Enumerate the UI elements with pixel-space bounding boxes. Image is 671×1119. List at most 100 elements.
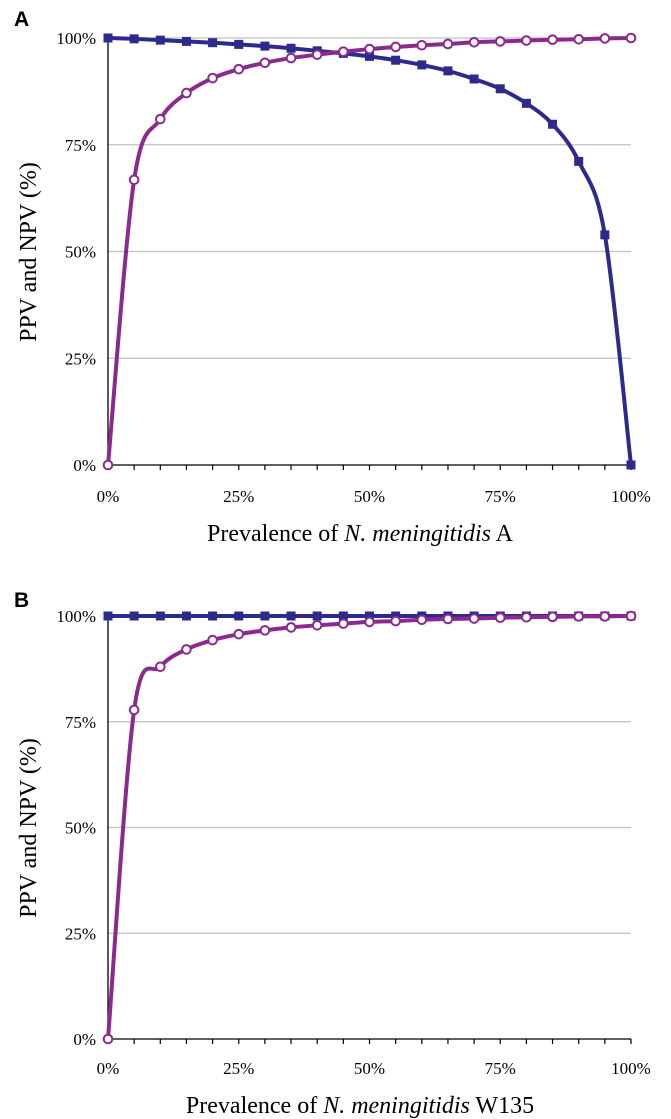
data-point <box>208 38 218 48</box>
panel-a: A 0% 25% 50% 75% 100% 0% 25% 50% 75% 100% PPV and… <box>14 8 651 547</box>
y-tick-label: 50% <box>65 243 96 262</box>
data-point <box>311 620 323 631</box>
data-point <box>260 611 270 621</box>
data-point <box>103 33 113 43</box>
data-point <box>285 622 297 633</box>
data-point <box>233 628 245 640</box>
data-point <box>547 611 558 623</box>
x-axis-title: Prevalence of N. meningitidis W135 <box>186 1093 534 1119</box>
data-point <box>338 618 349 629</box>
data-point <box>259 57 271 69</box>
data-point <box>312 611 322 621</box>
x-axis-title-prefix: Prevalence of <box>186 1093 323 1119</box>
data-point <box>155 661 166 673</box>
data-point <box>129 611 139 621</box>
series-circle-markers <box>102 610 637 1045</box>
data-point <box>521 35 532 46</box>
data-point <box>102 459 114 471</box>
x-axis-title: Prevalence of N. meningitidis A <box>207 521 514 547</box>
data-point <box>416 39 428 51</box>
data-point <box>599 33 611 44</box>
y-tick-label: 100% <box>56 29 96 48</box>
data-point <box>521 611 532 623</box>
series-line <box>106 36 633 467</box>
data-point <box>494 36 506 47</box>
data-point <box>129 34 139 44</box>
data-point <box>234 611 244 621</box>
data-point <box>495 84 505 94</box>
x-tick-label: 25% <box>223 487 254 506</box>
data-point <box>181 611 191 621</box>
data-point <box>208 611 218 621</box>
series-square-markers <box>103 33 636 470</box>
x-tick-label: 100% <box>611 487 651 506</box>
data-point <box>365 51 374 61</box>
x-tick-label: 0% <box>97 487 120 506</box>
data-point <box>286 43 296 53</box>
data-point <box>128 704 140 716</box>
data-point <box>573 611 585 622</box>
data-point <box>233 63 245 75</box>
x-tick-label: 50% <box>354 487 385 506</box>
data-point <box>285 52 297 64</box>
y-axis-title: PPV and NPV (%) <box>16 162 42 342</box>
data-point <box>234 39 244 49</box>
data-point <box>442 38 454 50</box>
data-point <box>311 49 323 60</box>
data-point <box>181 87 192 99</box>
y-tick-label: 50% <box>65 819 96 838</box>
x-axis-title-italic: N. meningitidis <box>343 521 491 547</box>
data-point <box>259 625 271 636</box>
x-tick-label: 50% <box>354 1059 385 1078</box>
data-point <box>338 46 349 57</box>
data-point <box>600 230 610 240</box>
data-point <box>286 611 296 621</box>
data-point <box>103 611 113 621</box>
data-point <box>626 460 636 470</box>
panel-letter: A <box>14 8 29 31</box>
series-circle-markers <box>102 32 637 471</box>
data-point <box>416 614 428 626</box>
data-point <box>155 113 166 125</box>
x-axis-title-suffix: W135 <box>470 1093 534 1119</box>
data-point <box>102 1033 114 1045</box>
data-point <box>494 612 506 623</box>
x-axis-title-italic: N. meningitidis <box>322 1093 470 1119</box>
x-tick-label: 0% <box>97 1059 120 1078</box>
data-point <box>391 55 401 65</box>
data-point <box>390 41 401 53</box>
series-line <box>106 36 633 467</box>
data-point <box>155 35 165 45</box>
data-point <box>625 610 637 622</box>
data-point <box>468 613 480 624</box>
data-point <box>181 644 192 655</box>
data-point <box>599 611 611 622</box>
data-point <box>364 43 375 55</box>
data-point <box>625 32 637 44</box>
x-tick-label: 75% <box>485 1059 516 1078</box>
data-point <box>128 174 140 186</box>
data-point <box>155 611 165 621</box>
y-tick-label: 100% <box>56 607 96 626</box>
data-point <box>468 36 480 48</box>
data-point <box>548 119 558 129</box>
data-point <box>547 34 558 46</box>
data-point <box>469 74 479 84</box>
data-point <box>181 36 191 46</box>
data-point <box>207 72 218 84</box>
x-tick-label: 100% <box>611 1059 651 1078</box>
y-axis-title: PPV and NPV (%) <box>16 738 42 918</box>
data-point <box>390 615 401 627</box>
y-tick-label: 25% <box>65 924 96 943</box>
panel-b: B 0% 25% 50% 75% 100% 0% 25% 50% 75% 100% PPV and… <box>14 589 651 1119</box>
data-point <box>417 60 427 70</box>
panel-letter: B <box>14 589 29 612</box>
x-tick-label: 25% <box>223 1059 254 1078</box>
y-tick-label: 0% <box>73 1030 96 1049</box>
x-axis-title-suffix: A <box>491 521 514 547</box>
data-point <box>574 156 584 166</box>
data-point <box>338 611 348 621</box>
x-axis-title-prefix: Prevalence of <box>207 521 344 547</box>
data-point <box>442 613 454 625</box>
y-tick-label: 0% <box>73 456 96 475</box>
